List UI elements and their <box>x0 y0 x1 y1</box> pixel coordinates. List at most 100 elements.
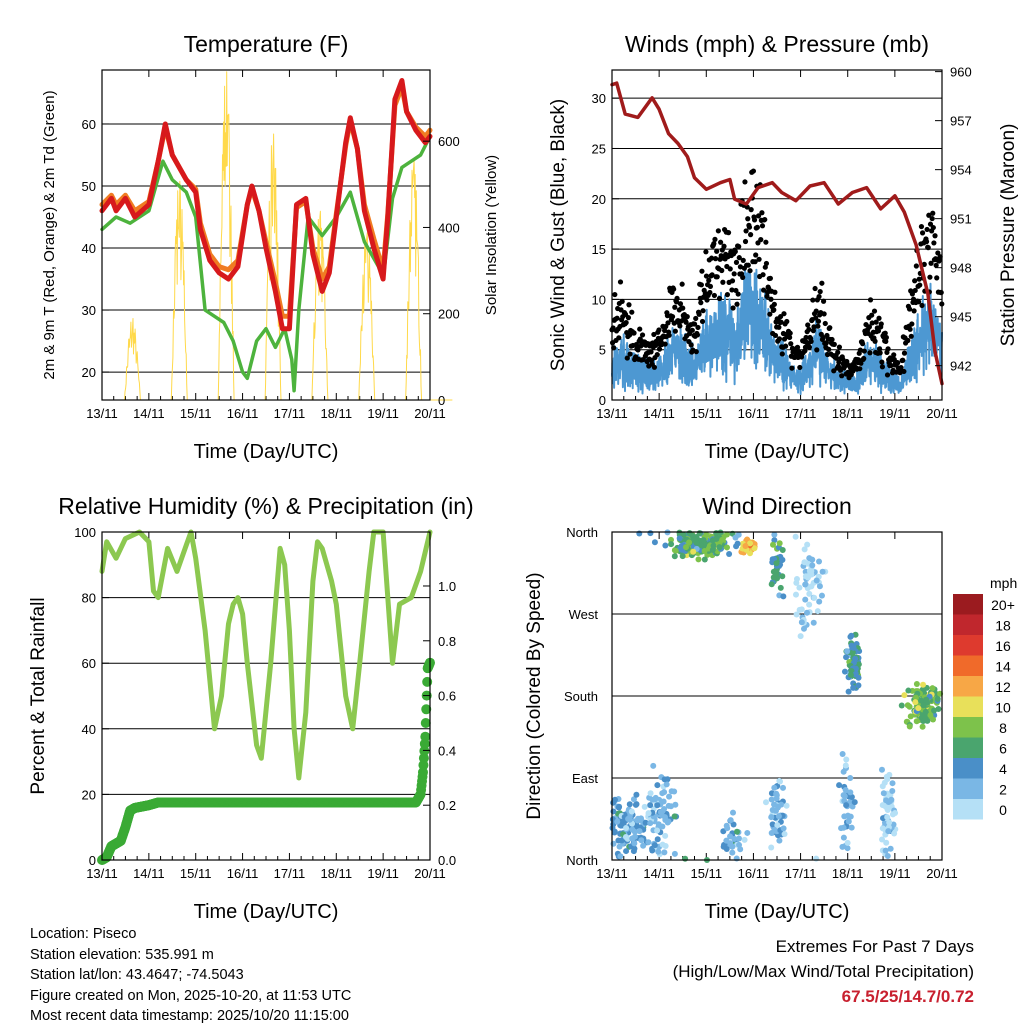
y-tick-label: 20 <box>82 787 96 802</box>
wind-direction-point <box>770 568 777 575</box>
wind-direction-point <box>844 812 851 819</box>
y-tick-label-right: 0.8 <box>438 634 456 649</box>
station-latlon: Station lat/lon: 43.4647; -74.5043 <box>30 967 244 983</box>
wind-direction-point <box>667 536 674 543</box>
gust-point <box>895 360 901 366</box>
legend-swatch <box>953 778 983 799</box>
gust-point <box>715 228 721 234</box>
gust-point <box>813 308 819 314</box>
wind-direction-point <box>847 671 854 678</box>
plot-frame <box>611 531 943 861</box>
gust-point <box>928 260 934 266</box>
y-tick-label: 5 <box>599 343 606 358</box>
y-tick-label: 15 <box>592 242 606 257</box>
wind-direction-point <box>921 717 928 724</box>
wind-direction-point <box>665 818 672 825</box>
extremes-title: Extremes For Past 7 Days <box>775 937 974 956</box>
gust-point <box>703 273 710 279</box>
legend-label: 10 <box>995 700 1011 716</box>
wind-direction-point <box>809 562 816 569</box>
wind-direction-point <box>929 685 936 692</box>
wind-direction-point <box>889 787 896 794</box>
gust-point <box>727 266 733 272</box>
location: Location: Piseco <box>30 926 137 942</box>
wind-direction-point <box>887 845 894 852</box>
chart-title: Temperature (F) <box>184 31 349 57</box>
wind-direction-point <box>661 789 668 796</box>
y-tick-label: 60 <box>82 656 96 671</box>
gust-point <box>699 268 705 274</box>
y-tick-label: North <box>566 853 598 868</box>
gust-point <box>665 320 671 326</box>
wind-direction-point <box>847 789 854 796</box>
wind-direction-point <box>668 541 675 548</box>
gust-point <box>683 319 689 325</box>
data-timestamp: Most recent data timestamp: 2025/10/20 1… <box>30 1008 349 1024</box>
wind-direction-point <box>841 793 848 800</box>
wind-direction-point <box>781 831 788 838</box>
gust-point <box>924 226 930 233</box>
legend-label: 8 <box>999 720 1007 736</box>
wind-direction-point <box>696 530 703 537</box>
wind-direction-point <box>793 579 800 586</box>
wind-direction-point <box>768 581 775 588</box>
gust-point <box>677 301 684 307</box>
gust-point <box>789 365 795 371</box>
gust-point <box>777 313 784 320</box>
wind-direction-point <box>851 799 858 806</box>
panel-0: Temperature (F) Time (Day/UTC) 13/11 14/11 1… <box>41 31 500 463</box>
wind-direction-point <box>923 696 930 703</box>
x-axis-label: Time (Day/UTC) <box>705 901 850 923</box>
legend-swatch <box>953 614 983 635</box>
wind-direction-point <box>806 568 813 575</box>
gust-point <box>835 349 841 356</box>
x-tick-label: 15/11 <box>180 866 212 881</box>
gust-point <box>625 315 632 321</box>
wind-direction-point <box>617 853 624 860</box>
y-tick-label-right: 957 <box>950 114 972 129</box>
gust-point <box>654 351 660 358</box>
wind-direction-point <box>797 633 804 640</box>
gust-point <box>858 360 864 366</box>
gust-point <box>688 342 694 348</box>
wind-direction-point <box>623 824 630 831</box>
y-tick-label-right: 948 <box>950 261 972 276</box>
gust-point <box>916 276 922 282</box>
rainfall-point <box>422 676 433 687</box>
gust-point <box>826 346 832 352</box>
wind-direction-point <box>672 547 679 554</box>
wind-direction-point <box>713 535 720 542</box>
wind-direction-point <box>671 813 678 820</box>
gust-point <box>823 340 830 346</box>
gust-point <box>909 321 915 327</box>
y-tick-label: 20 <box>82 365 96 380</box>
gust-point <box>742 238 749 245</box>
wind-direction-point <box>803 609 810 616</box>
speed-legend: mph 20+ 18 16 14 12 10 8 6 4 2 0 <box>953 575 1017 820</box>
wind-direction-point <box>676 529 683 536</box>
x-tick-label: 18/11 <box>320 866 352 881</box>
wind-direction-point <box>915 705 922 712</box>
y-axis-label: Percent & Total Rainfall <box>28 597 49 794</box>
gust-point <box>745 216 751 222</box>
plot-frame <box>101 69 431 401</box>
wind-direction-point <box>647 790 654 797</box>
gust-point <box>718 239 724 245</box>
wind-direction-point <box>898 702 905 709</box>
wind-direction-point <box>671 788 678 795</box>
wind-direction-point <box>642 819 649 826</box>
gust-point <box>746 224 753 230</box>
gust-point <box>734 301 740 307</box>
gust-point <box>612 291 618 298</box>
wind-direction-point <box>840 834 847 841</box>
wind-direction-point <box>843 654 850 661</box>
wind-direction-point <box>878 766 885 773</box>
gust-point <box>857 366 863 372</box>
rainfall-point <box>419 738 430 749</box>
gust-point <box>637 326 643 332</box>
gust-point <box>671 286 677 292</box>
wind-direction-point <box>806 590 813 597</box>
x-tick-label: 17/11 <box>785 866 817 881</box>
x-tick-label: 20/11 <box>414 866 446 881</box>
y-tick-label: 40 <box>82 722 96 737</box>
